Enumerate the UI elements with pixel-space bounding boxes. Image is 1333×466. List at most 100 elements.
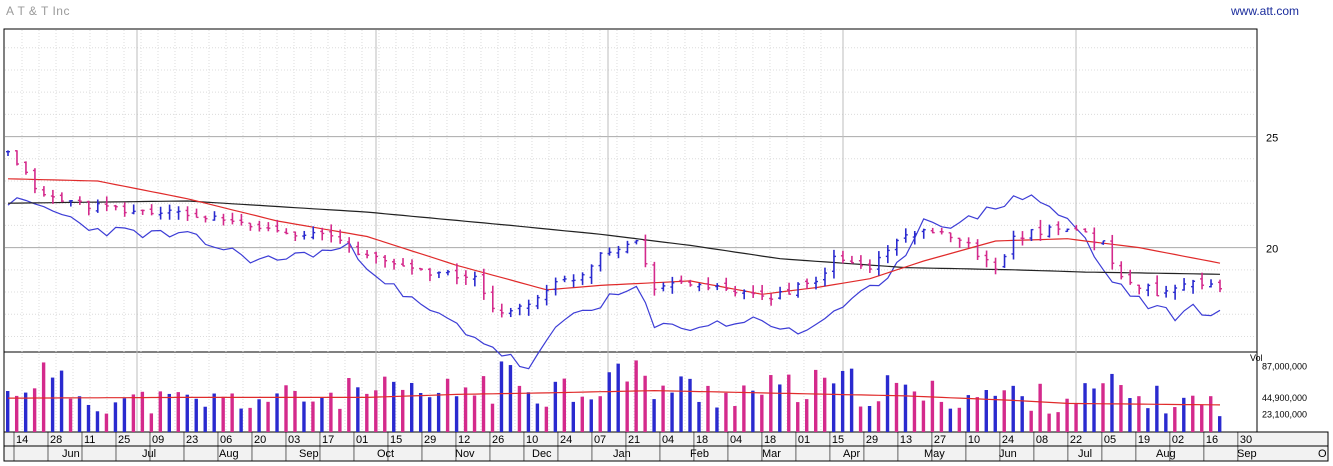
date-tick-label: 24 (1002, 434, 1014, 446)
price-bar (993, 257, 998, 275)
volume-bar (1092, 388, 1096, 432)
website-link[interactable]: www.att.com (1230, 4, 1299, 18)
volume-tick-label: 87,000,000 (1262, 362, 1307, 372)
price-bar (589, 264, 594, 284)
price-bar (742, 289, 747, 300)
price-bar (508, 307, 513, 318)
volume-bar (95, 411, 100, 432)
price-bar (221, 213, 226, 226)
price-bar (840, 250, 845, 264)
volume-bar (1146, 408, 1150, 432)
volume-bar (661, 385, 665, 432)
price-bar (293, 231, 298, 241)
price-bar (930, 227, 935, 234)
volume-moving-average (8, 389, 1221, 406)
month-tick-label: Sep (299, 448, 319, 460)
date-tick-label: 04 (662, 434, 674, 446)
date-tick-label: 03 (288, 434, 300, 446)
volume-bar (858, 406, 863, 432)
volume-bar (50, 377, 55, 432)
price-bar (526, 299, 531, 316)
month-tick-label: Dec (532, 448, 552, 460)
volume-bar (140, 391, 145, 432)
price-bar (230, 212, 235, 225)
volume-bar (221, 396, 225, 432)
price-bar (1182, 278, 1187, 291)
volume-bar (733, 406, 737, 432)
month-tick-label: Oct (377, 448, 394, 460)
volume-bar (948, 408, 953, 432)
volume-bar (957, 407, 962, 432)
price-bar (418, 267, 423, 271)
volume-bar (167, 393, 171, 432)
date-tick-label: 15 (390, 434, 402, 446)
price-bar (113, 204, 118, 211)
price-bar (374, 251, 379, 264)
month-tick-label: May (924, 448, 945, 460)
volume-bar (1020, 396, 1024, 432)
volume-bar (347, 378, 351, 432)
volume-bar (571, 401, 575, 432)
volume-bar (392, 381, 396, 432)
volume-bar (742, 385, 746, 432)
price-bar (149, 204, 154, 216)
volume-bar (1182, 397, 1186, 432)
price-bar (14, 150, 19, 166)
price-bar (912, 230, 917, 245)
price-tick-label: 25 (1266, 133, 1278, 145)
volume-bar (840, 370, 845, 432)
volume-bar (697, 401, 701, 432)
volume-bar (616, 363, 620, 432)
price-bar (445, 269, 450, 276)
price-bar (562, 275, 567, 283)
price-bar (266, 222, 271, 232)
price-bar (329, 224, 334, 243)
price-bar (598, 252, 603, 272)
price-bar (122, 202, 127, 217)
volume-bar (805, 399, 809, 432)
volume-bar (410, 382, 414, 432)
long-moving-average (7, 200, 1221, 275)
price-bar (553, 277, 558, 296)
price-bar (751, 285, 756, 298)
price-bar (778, 286, 783, 300)
price-bar (1092, 227, 1097, 251)
volume-bar (14, 395, 19, 432)
chart-header: A T & T Inc www.att.com (0, 0, 1333, 26)
price-bar (805, 278, 810, 290)
price-bar (158, 206, 163, 220)
month-tick-label: Apr (843, 448, 860, 460)
date-tick-label: 21 (628, 434, 640, 446)
volume-bar (553, 381, 558, 432)
price-bar (410, 259, 414, 275)
volume-bar (526, 392, 531, 432)
price-bar (320, 227, 325, 241)
volume-bar (867, 406, 872, 432)
price-bar (302, 230, 307, 240)
volume-bar (706, 385, 710, 432)
volume-bar (652, 399, 656, 432)
month-tick-label: Feb (690, 448, 709, 460)
date-tick-label: 29 (424, 434, 436, 446)
volume-bar (643, 375, 647, 432)
volume-bar (185, 394, 189, 432)
month-tick-label: Aug (1156, 448, 1176, 460)
date-tick-label: 14 (16, 434, 28, 446)
price-bar (401, 258, 406, 267)
volume-bar (796, 402, 800, 432)
price-bar (50, 189, 55, 204)
short-moving-average (7, 178, 1221, 295)
volume-bar (625, 381, 629, 432)
volume-bar (239, 408, 243, 432)
price-bar (472, 271, 477, 287)
volume-bar (589, 399, 593, 432)
price-bar (652, 261, 657, 296)
price-bar (140, 209, 145, 215)
price-bar (383, 255, 388, 268)
volume-bar (427, 397, 432, 432)
price-bar (1155, 275, 1160, 297)
price-bar (706, 277, 711, 291)
volume-bar (401, 389, 405, 432)
date-tick-label: 10 (526, 434, 538, 446)
price-bar (1209, 279, 1214, 288)
